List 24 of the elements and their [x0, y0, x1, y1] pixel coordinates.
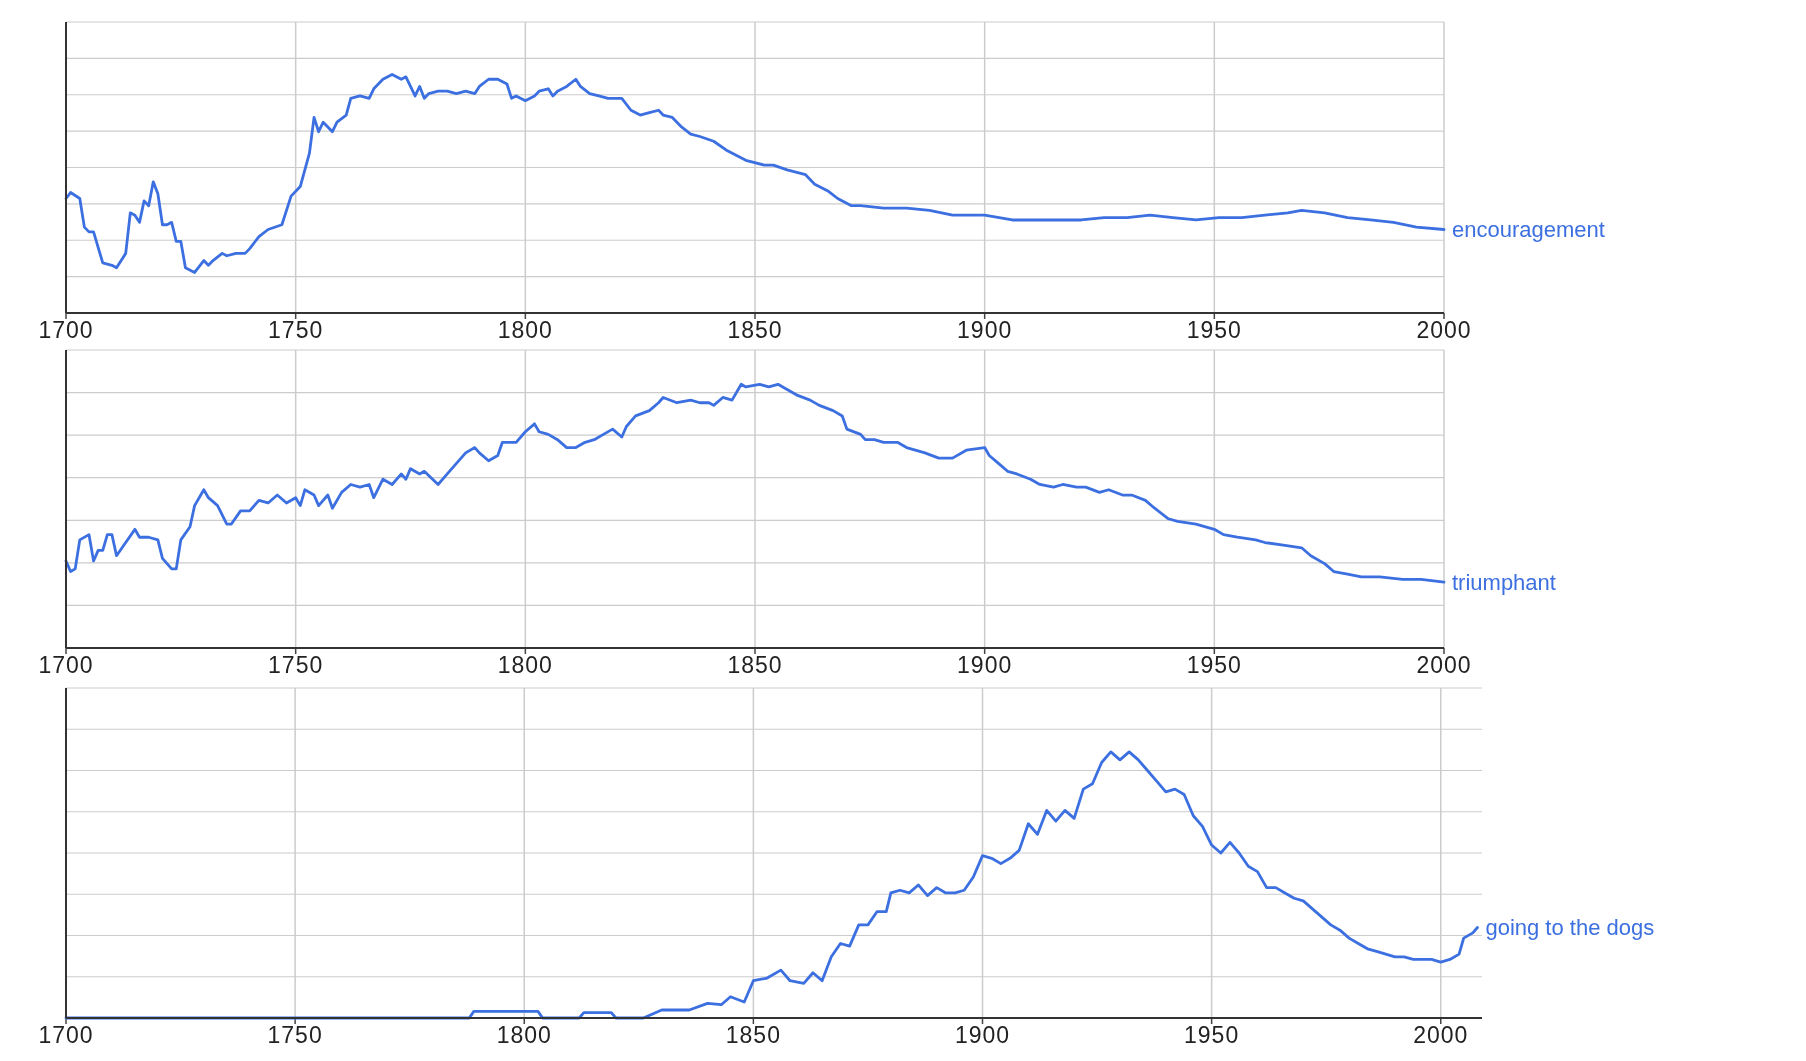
x-tick-label: 1800: [497, 317, 553, 343]
x-tick-label: 1850: [725, 1022, 781, 1048]
x-tick-label: 1950: [1186, 317, 1242, 343]
x-tick-label: 1950: [1186, 652, 1242, 678]
x-tick-label: 1750: [267, 1022, 323, 1048]
x-tick-label: 2000: [1413, 1022, 1469, 1048]
x-tick-label: 2000: [1416, 652, 1472, 678]
series-label: going to the dogs: [1485, 915, 1655, 941]
x-tick-label: 1850: [727, 652, 783, 678]
x-tick-label: 1850: [727, 317, 783, 343]
series-label: triumphant: [1452, 569, 1556, 595]
x-tick-label: 1900: [957, 317, 1013, 343]
x-tick-label: 1800: [496, 1022, 552, 1048]
series-label: encouragement: [1452, 217, 1605, 243]
x-tick-label: 1800: [497, 652, 553, 678]
x-tick-label: 1750: [268, 652, 324, 678]
x-tick-label: 1900: [957, 652, 1013, 678]
x-tick-label: 1900: [954, 1022, 1011, 1048]
x-tick-label: 1750: [268, 317, 324, 343]
x-tick-label: 1950: [1184, 1022, 1240, 1048]
x-tick-label: 2000: [1416, 317, 1472, 343]
x-tick-label: 1700: [38, 317, 94, 343]
x-tick-label: 1700: [38, 1022, 94, 1048]
x-tick-label: 1700: [38, 652, 94, 678]
